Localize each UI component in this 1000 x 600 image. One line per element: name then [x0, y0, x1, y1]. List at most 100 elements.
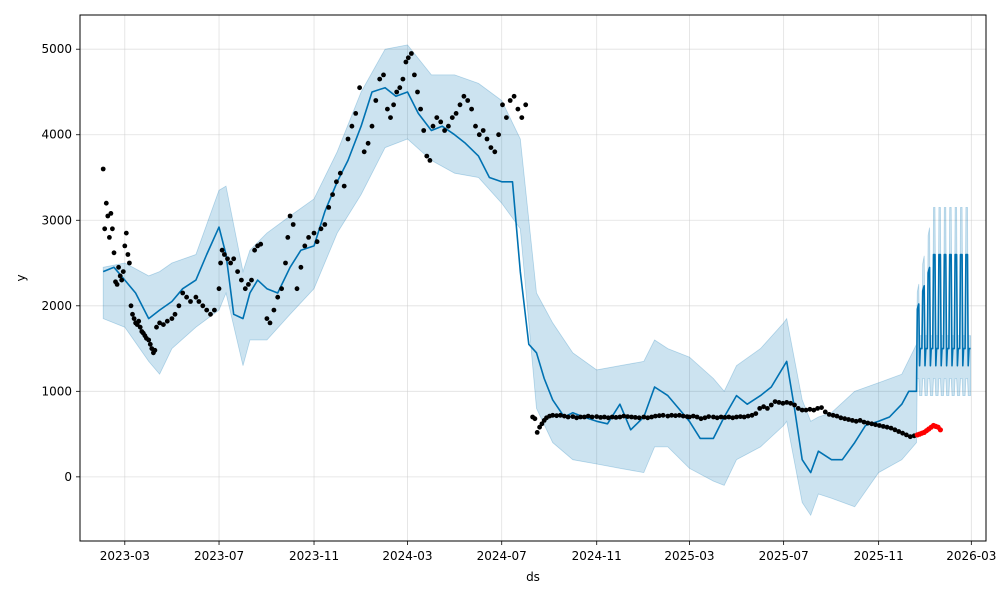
- actual-point: [377, 76, 383, 82]
- actual-point: [896, 429, 902, 434]
- actual-point: [869, 421, 875, 427]
- actual-point: [680, 413, 686, 419]
- actual-point: [884, 424, 890, 430]
- actual-point: [734, 414, 739, 420]
- actual-point: [776, 400, 782, 405]
- actual-point: [239, 277, 244, 283]
- actual-point: [222, 252, 227, 257]
- actual-point: [126, 260, 132, 266]
- actual-point: [574, 415, 579, 421]
- actual-point: [795, 406, 801, 411]
- actual-point: [534, 430, 540, 435]
- x-tick-label: 2025-11: [854, 549, 904, 563]
- actual-point: [446, 123, 451, 129]
- actual-point: [249, 277, 254, 283]
- actual-point: [353, 111, 359, 116]
- actual-point: [381, 72, 386, 78]
- actual-point: [768, 402, 774, 408]
- actual-point: [687, 414, 692, 420]
- actual-point: [137, 324, 143, 330]
- grid-lines: [80, 15, 986, 541]
- actual-point: [819, 405, 824, 410]
- test-points: [914, 422, 944, 438]
- actual-point: [669, 412, 674, 418]
- x-axis: 2023-03 2023-07 2023-11 2024-03 2024-07 2024-…: [100, 541, 996, 563]
- x-tick-label: 2024-03: [382, 549, 432, 563]
- actual-point: [218, 260, 224, 266]
- actual-point: [114, 282, 120, 287]
- actual-point: [318, 226, 324, 232]
- actual-point: [702, 415, 708, 421]
- actual-point: [252, 247, 257, 253]
- actual-point: [706, 414, 712, 419]
- actual-point: [110, 226, 115, 232]
- actual-point: [196, 299, 202, 304]
- actual-point: [558, 412, 563, 418]
- plot-frame: [79, 14, 987, 542]
- actual-point: [424, 153, 430, 159]
- actual-point: [842, 416, 848, 422]
- actual-point: [761, 404, 766, 410]
- actual-point: [285, 235, 291, 240]
- actual-point: [337, 170, 343, 176]
- actual-point: [846, 417, 851, 422]
- actual-point: [102, 226, 108, 232]
- actual-point: [125, 252, 131, 257]
- actual-point: [235, 269, 241, 274]
- actual-point: [714, 415, 720, 421]
- actual-point: [385, 106, 390, 112]
- actual-point: [294, 286, 300, 292]
- actual-point: [609, 414, 615, 420]
- forecast-yhat-line: [102, 86, 971, 474]
- actual-point: [582, 414, 587, 420]
- actual-point: [397, 85, 403, 91]
- actual-point: [792, 402, 797, 408]
- actual-point: [246, 282, 251, 287]
- x-tick-label: 2024-07: [477, 549, 527, 563]
- actual-point: [108, 211, 114, 216]
- actual-point: [415, 89, 420, 95]
- actual-point: [880, 424, 886, 429]
- actual-point: [570, 414, 576, 419]
- actual-point: [665, 413, 671, 419]
- x-axis-label: ds: [526, 570, 540, 584]
- actual-point: [176, 303, 182, 309]
- actual-point: [418, 106, 423, 112]
- actual-point: [578, 414, 583, 420]
- actual-point: [730, 415, 736, 421]
- actual-point: [718, 414, 724, 420]
- x-tick-label: 2023-11: [289, 549, 339, 563]
- actual-point: [537, 424, 542, 430]
- actual-point: [788, 400, 793, 406]
- actual-point: [484, 136, 490, 142]
- actual-point: [152, 347, 158, 353]
- actual-point: [120, 269, 126, 274]
- actual-point: [275, 294, 281, 300]
- actual-point: [613, 415, 619, 420]
- actual-point: [629, 414, 634, 420]
- actual-point: [741, 414, 747, 420]
- actual-point: [365, 140, 371, 146]
- actual-point: [694, 414, 700, 420]
- actual-point: [349, 123, 355, 129]
- actual-point: [799, 407, 805, 413]
- actual-point: [107, 235, 112, 240]
- actual-points: [100, 51, 917, 440]
- x-tick-label: 2023-03: [100, 549, 150, 563]
- actual-point: [838, 415, 844, 421]
- actual-point: [400, 76, 406, 82]
- actual-point: [625, 414, 630, 419]
- actual-point: [900, 430, 905, 436]
- actual-point: [394, 89, 400, 95]
- actual-point: [208, 311, 213, 317]
- actual-point: [585, 413, 591, 419]
- actual-point: [184, 294, 190, 300]
- actual-point: [507, 98, 513, 103]
- actual-point: [660, 412, 666, 418]
- actual-point: [154, 324, 159, 330]
- actual-point: [888, 425, 894, 431]
- actual-point: [873, 422, 878, 428]
- actual-point: [834, 413, 840, 419]
